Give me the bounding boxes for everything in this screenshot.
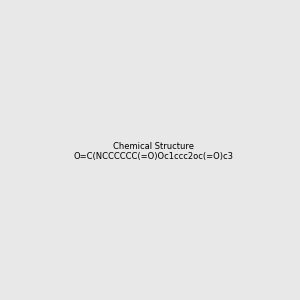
Text: Chemical Structure
O=C(NCCCCCC(=O)Oc1ccc2oc(=O)c3: Chemical Structure O=C(NCCCCCC(=O)Oc1ccc… — [74, 142, 234, 161]
